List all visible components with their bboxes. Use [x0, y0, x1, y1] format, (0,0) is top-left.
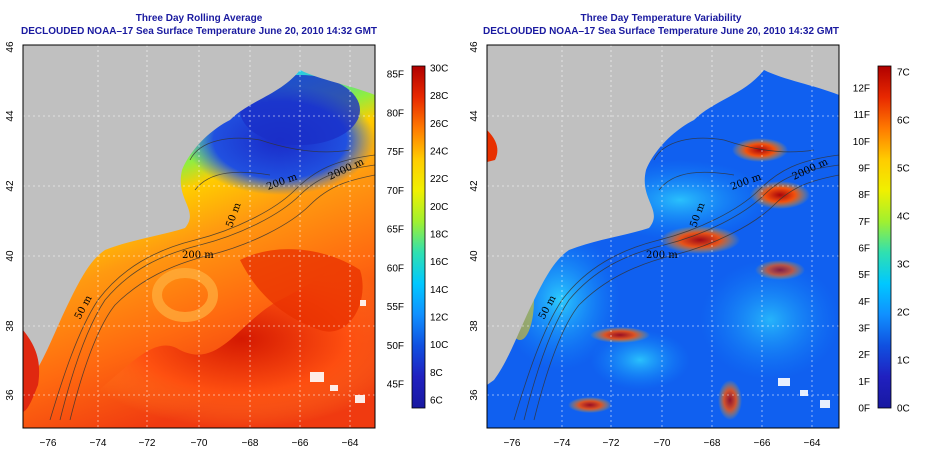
- colorbar-left-label: 50F: [387, 341, 404, 352]
- right-lat-ticks: 46 44 42 40 38 36: [469, 41, 480, 401]
- colorbar-right-label: 28C: [430, 91, 448, 102]
- left-title: Three Day Rolling Average: [136, 13, 263, 24]
- colorbar-left-label: 9F: [858, 164, 870, 175]
- lon-tick-label: −64: [342, 438, 359, 449]
- lon-tick-label: −74: [554, 438, 571, 449]
- lon-tick-label: −74: [90, 438, 107, 449]
- colorbar-left-label: 80F: [387, 108, 404, 119]
- colorbar-right-label: 14C: [430, 285, 448, 296]
- lon-tick-label: −66: [292, 438, 309, 449]
- colorbar-left-label: 1F: [858, 377, 870, 388]
- lon-tick-label: −68: [242, 438, 259, 449]
- lat-tick-label: 42: [469, 180, 480, 192]
- colorbar-left-label: 85F: [387, 70, 404, 81]
- lon-tick-label: −68: [704, 438, 721, 449]
- right-panel: Three Day Temperature Variability DECLOU…: [469, 13, 910, 449]
- lon-tick-label: −64: [804, 438, 821, 449]
- colorbar-left-label: 60F: [387, 263, 404, 274]
- colorbar-right-label: 18C: [430, 230, 448, 241]
- lon-tick-label: −76: [40, 438, 57, 449]
- colorbar-left-label: 6F: [858, 244, 870, 255]
- lat-tick-label: 36: [5, 389, 16, 401]
- colorbar-right-label: 4C: [897, 212, 910, 223]
- lon-tick-label: −72: [603, 438, 620, 449]
- colorbar-left-label: 10F: [853, 137, 870, 148]
- colorbar-left-label: 7F: [858, 217, 870, 228]
- colorbar-left-label: 5F: [858, 270, 870, 281]
- colorbar-right-label: 6C: [897, 116, 910, 127]
- lon-tick-label: −70: [191, 438, 208, 449]
- colorbar-left-label: 11F: [854, 110, 871, 121]
- colorbar-right-label: 10C: [430, 340, 448, 351]
- colorbar-right-label: 1C: [897, 356, 910, 367]
- right-lon-ticks: −76 −74 −72 −70 −68 −66 −64: [504, 438, 821, 449]
- lat-tick-label: 38: [469, 320, 480, 332]
- colorbar-left-label: 4F: [858, 297, 870, 308]
- lon-tick-label: −66: [754, 438, 771, 449]
- colorbar-left-label: 3F: [858, 324, 870, 335]
- colorbar-right-label: 20C: [430, 202, 448, 213]
- colorbar-right-label: 8C: [430, 368, 443, 379]
- colorbar-left-label: 65F: [387, 225, 404, 236]
- left-map: 50 m 200 m 2000 m 200 m 50 m: [23, 45, 375, 428]
- lat-tick-label: 46: [5, 41, 16, 53]
- left-panel: Three Day Rolling Average DECLOUDED NOAA…: [5, 13, 448, 449]
- colorbar-right-label: 0C: [897, 404, 910, 415]
- colorbar-left-label: 8F: [858, 190, 870, 201]
- lon-tick-label: −76: [504, 438, 521, 449]
- lat-tick-label: 44: [5, 110, 16, 122]
- colorbar-right-label: 24C: [430, 147, 448, 158]
- lat-tick-label: 40: [469, 250, 480, 262]
- right-map-frame: [486, 44, 840, 429]
- lat-tick-label: 36: [469, 389, 480, 401]
- left-lon-ticks: −76 −74 −72 −70 −68 −66 −64: [40, 438, 359, 449]
- colorbar-left-label: 12F: [853, 84, 870, 95]
- left-colorbar-ramp: [411, 65, 426, 409]
- lat-tick-label: 40: [5, 250, 16, 262]
- colorbar-left-label: 55F: [387, 302, 404, 313]
- right-subtitle: DECLOUDED NOAA–17 Sea Surface Temperatur…: [483, 26, 839, 37]
- colorbar-right-label: 12C: [430, 313, 448, 324]
- right-title: Three Day Temperature Variability: [581, 13, 742, 24]
- colorbar-right-label: 5C: [897, 164, 910, 175]
- lat-tick-label: 38: [5, 320, 16, 332]
- colorbar-left-label: 45F: [387, 380, 404, 391]
- right-colorbar: 12F 11F 10F 9F 8F 7F 6F 5F 4F 3F 2F 1F 0F 7C 6C 5C 4C 3C…: [853, 65, 910, 415]
- right-colorbar-ramp: [877, 65, 892, 409]
- colorbar-left-label: 70F: [387, 186, 404, 197]
- left-contour-label: 200 m: [182, 250, 214, 261]
- left-colorbar: 85F 80F 75F 70F 65F 60F 55F 50F 45F 30C 28C 26C 24C…: [387, 64, 448, 409]
- left-subtitle: DECLOUDED NOAA–17 Sea Surface Temperatur…: [21, 26, 377, 37]
- left-map-frame: [22, 44, 376, 429]
- colorbar-right-label: 16C: [430, 257, 448, 268]
- lat-tick-label: 42: [5, 180, 16, 192]
- colorbar-left-label: 0F: [858, 404, 870, 415]
- lon-tick-label: −72: [139, 438, 156, 449]
- colorbar-left-label: 75F: [387, 147, 404, 158]
- colorbar-right-label: 2C: [897, 308, 910, 319]
- lat-tick-label: 46: [469, 41, 480, 53]
- colorbar-right-label: 3C: [897, 260, 910, 271]
- colorbar-left-label: 2F: [858, 350, 870, 361]
- colorbar-right-label: 30C: [430, 64, 448, 75]
- right-contour-label: 200 m: [646, 250, 678, 261]
- right-map: 50 m 200 m 2000 m 200 m 50 m: [487, 45, 839, 428]
- colorbar-right-label: 6C: [430, 396, 443, 407]
- colorbar-right-label: 22C: [430, 174, 448, 185]
- lat-tick-label: 44: [469, 110, 480, 122]
- left-lat-ticks: 46 44 42 40 38 36: [5, 41, 16, 401]
- colorbar-right-label: 7C: [897, 68, 910, 79]
- lon-tick-label: −70: [654, 438, 671, 449]
- colorbar-right-label: 26C: [430, 119, 448, 130]
